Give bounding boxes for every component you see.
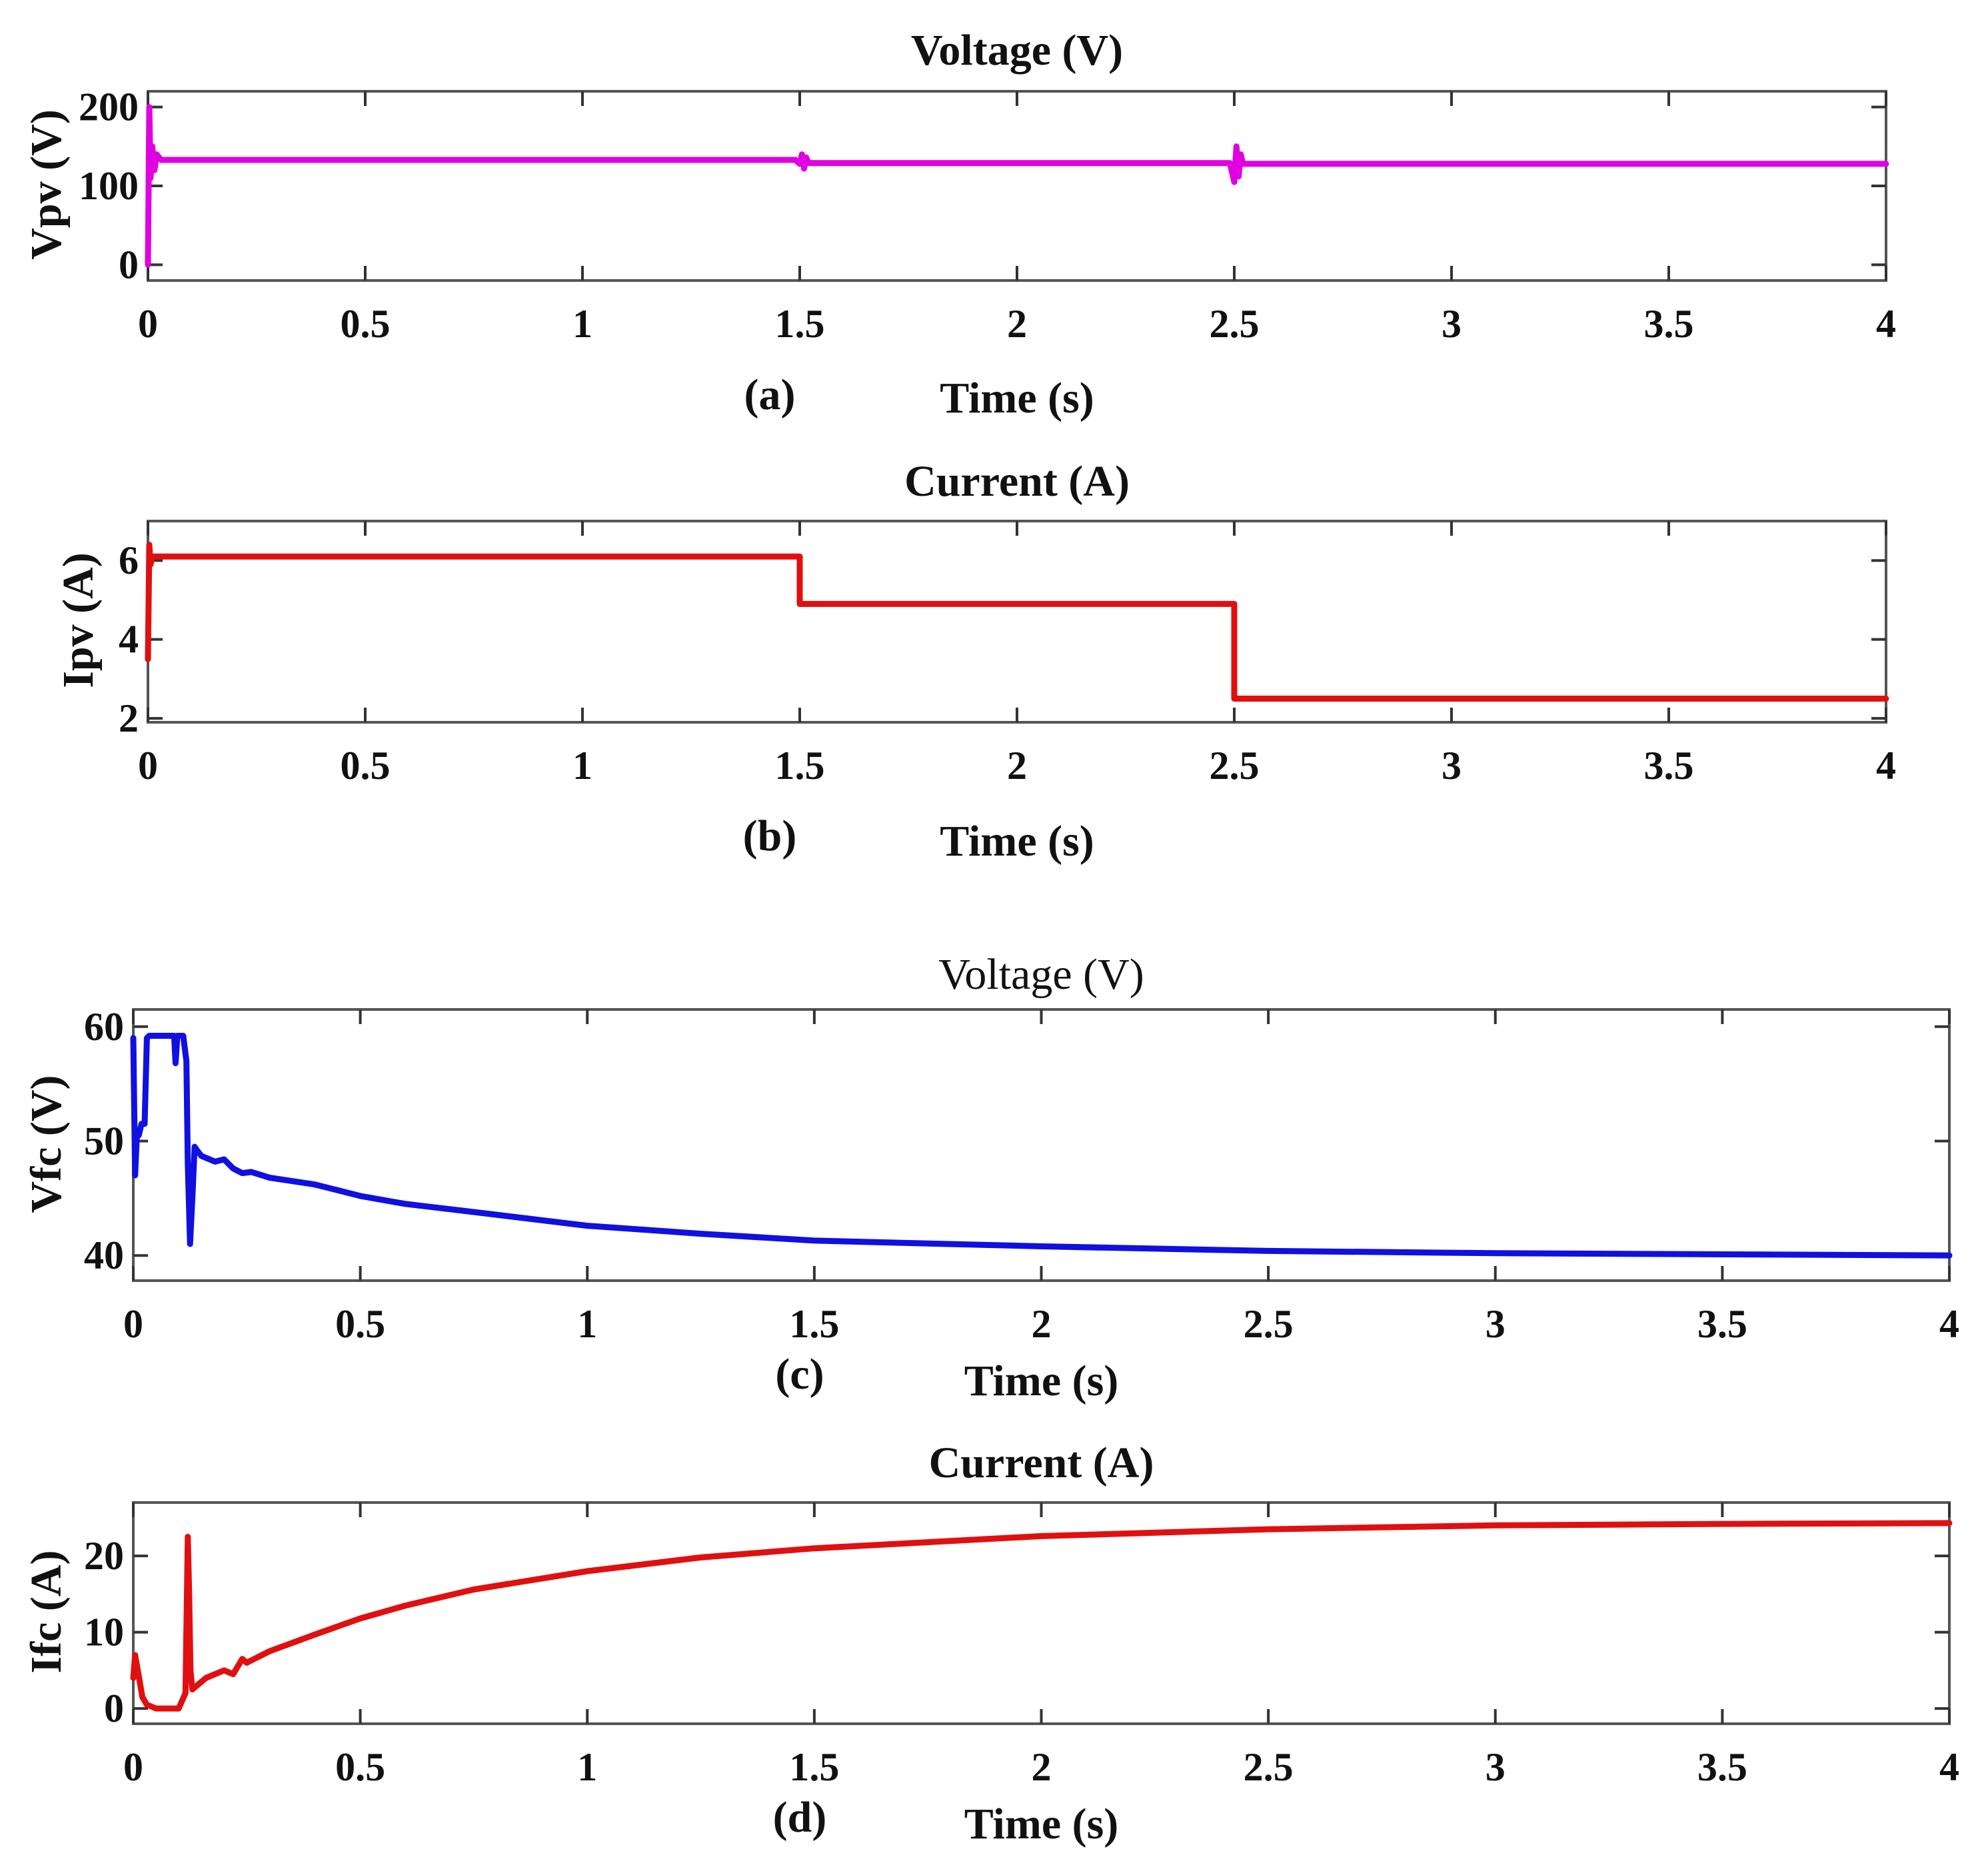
x-tick-label: 1 <box>577 1302 597 1346</box>
y-tick-label: 6 <box>119 538 139 582</box>
x-tick-label: 3.5 <box>1644 744 1694 788</box>
y-tick-label: 10 <box>84 1610 124 1654</box>
chart-title: Current (A) <box>928 1439 1154 1487</box>
x-tick-label: 2.5 <box>1244 1745 1294 1789</box>
x-tick-label: 4 <box>1939 1302 1959 1346</box>
x-tick-label: 2 <box>1032 1745 1052 1789</box>
panel-label: (d) <box>772 1793 827 1842</box>
y-tick-label: 4 <box>119 618 139 662</box>
x-tick-label: 1 <box>577 1745 597 1789</box>
x-tick-label: 3.5 <box>1697 1745 1747 1789</box>
x-tick-label: 2.5 <box>1244 1302 1294 1346</box>
x-tick-label: 2 <box>1032 1302 1052 1346</box>
chart-panel-a: 0 0.5 1 1.5 2 2.5 3 3.5 4 0 100 200 <box>79 85 1896 346</box>
x-tick-label: 4 <box>1876 744 1896 788</box>
x-tick-label: 3.5 <box>1644 302 1694 346</box>
x-tick-label: 1.5 <box>789 1302 839 1346</box>
x-tick-label: 0 <box>123 1745 143 1789</box>
x-tick-label: 3 <box>1442 744 1462 788</box>
y-axis-label: Ifc (A) <box>22 1550 71 1674</box>
x-tick-label: 2.5 <box>1210 744 1260 788</box>
chart-title: Voltage (V) <box>938 950 1144 999</box>
y-axis-label: Ipv (A) <box>54 552 103 688</box>
x-tick-label: 0.5 <box>335 1745 385 1789</box>
panel-label: (b) <box>742 812 797 860</box>
x-tick-label: 1.5 <box>775 302 825 346</box>
x-axis-label: Time (s) <box>940 374 1094 422</box>
plot-frame <box>132 1008 1951 1282</box>
x-axis-label: Time (s) <box>964 1357 1119 1405</box>
y-axis-label: Vfc (V) <box>22 1074 71 1213</box>
x-tick-label: 2 <box>1007 744 1027 788</box>
panel-label: (a) <box>744 370 796 419</box>
chart-panel-d: 0 0.5 1 1.5 2 2.5 3 3.5 4 0 10 20 <box>84 1501 1959 1789</box>
panel-label: (c) <box>775 1350 824 1399</box>
x-tick-label: 3 <box>1486 1302 1505 1346</box>
x-tick-label: 3.5 <box>1697 1302 1747 1346</box>
x-tick-label: 1 <box>572 302 592 346</box>
series-line-ipv <box>145 542 1889 702</box>
x-axis-label: Time (s) <box>964 1800 1119 1848</box>
x-tick-label: 1.5 <box>775 744 825 788</box>
x-axis-label: Time (s) <box>940 817 1094 866</box>
x-tick-label: 4 <box>1939 1745 1959 1789</box>
chart-panel-c: 0 0.5 1 1.5 2 2.5 3 3.5 4 40 50 60 <box>84 1005 1959 1346</box>
chart-panel-b: 0 0.5 1 1.5 2 2.5 3 3.5 4 2 4 6 <box>119 520 1896 788</box>
y-tick-label: 100 <box>79 164 139 208</box>
x-tick-label: 4 <box>1876 302 1896 346</box>
x-tick-label: 3 <box>1442 302 1462 346</box>
y-tick-label: 200 <box>79 85 139 129</box>
x-tick-label: 2.5 <box>1210 302 1260 346</box>
series-line-vpv <box>145 104 1889 268</box>
plot-frame <box>147 90 1887 282</box>
chart-title: Current (A) <box>904 457 1130 506</box>
x-tick-label: 2 <box>1007 302 1027 346</box>
y-tick-label: 50 <box>84 1119 124 1163</box>
x-tick-label: 0 <box>138 302 158 346</box>
chart-title: Voltage (V) <box>910 26 1124 75</box>
y-tick-label: 60 <box>84 1005 124 1049</box>
x-tick-label: 3 <box>1486 1745 1505 1789</box>
y-tick-label: 20 <box>84 1534 124 1578</box>
x-tick-label: 1.5 <box>789 1745 839 1789</box>
x-tick-label: 0.5 <box>335 1302 385 1346</box>
x-tick-label: 0.5 <box>341 744 391 788</box>
y-tick-label: 0 <box>104 1686 124 1730</box>
y-tick-label: 0 <box>119 243 139 287</box>
y-tick-label: 40 <box>84 1233 124 1277</box>
y-axis-label: Vpv (V) <box>22 109 71 260</box>
series-line-ifc <box>130 1520 1953 1712</box>
x-tick-label: 0.5 <box>341 302 391 346</box>
series-line-vfc <box>130 1033 1953 1259</box>
y-tick-label: 2 <box>119 696 139 740</box>
x-tick-label: 0 <box>138 744 158 788</box>
x-tick-label: 1 <box>572 744 592 788</box>
x-tick-label: 0 <box>123 1302 143 1346</box>
plot-frame <box>147 520 1887 724</box>
